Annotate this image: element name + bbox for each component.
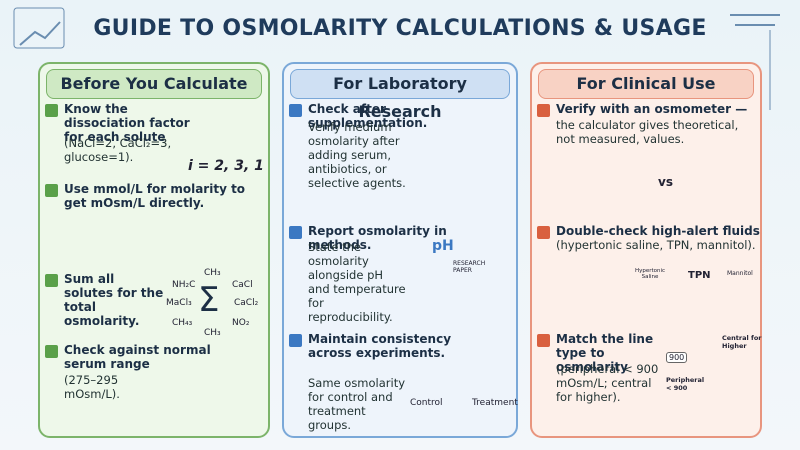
item-title: Double-check high-alert fluids xyxy=(556,224,760,238)
figure-label: i = 2, 3, 1 xyxy=(188,158,264,174)
figure-label: pH xyxy=(432,238,454,254)
figure-label: CH₄₃ xyxy=(172,318,193,328)
figure-label: CaCl₂ xyxy=(234,298,259,308)
figure-label: Hypertonic Saline xyxy=(635,268,666,280)
item-body: Verify medium osmolarity after adding se… xyxy=(308,120,406,190)
figure-label: NO₂ xyxy=(232,318,250,328)
figure-label: CaCl xyxy=(232,280,253,290)
figure-label: 900 xyxy=(666,352,688,363)
title: GUIDE TO OSMOLARITY CALCULATIONS & USAGE xyxy=(93,16,707,41)
figure-label: MaCl₃ xyxy=(166,298,192,308)
panel-heading: Before You Calculate xyxy=(46,69,262,99)
panel-heading: For Clinical Use xyxy=(538,69,754,99)
corner-icons xyxy=(13,7,780,110)
check-icon xyxy=(45,184,58,197)
check-icon xyxy=(537,104,550,117)
item-body: the calculator gives theoretical, not me… xyxy=(556,118,739,146)
check-icon xyxy=(537,226,550,239)
item-body: (275–295 mOsm/L). xyxy=(64,373,120,401)
item-body: (NaCl=2, CaCl₂=3, glucose=1). xyxy=(64,136,172,164)
check-icon xyxy=(45,104,58,117)
item-title: Check against normal serum range xyxy=(64,343,211,371)
item-title: Maintain consistency across experiments. xyxy=(308,332,452,360)
item-title: Verify with an osmometer — xyxy=(556,102,748,116)
panel-heading: For Laboratory Research xyxy=(290,69,510,121)
figure-label: TPN xyxy=(688,270,711,281)
item-title: Sum all solutes for the total osmolarity… xyxy=(64,272,164,328)
figure-label: Peripheral < 900 xyxy=(666,376,705,392)
item-title: Match the line type to osmolarity xyxy=(556,332,654,374)
figure-label: Σ xyxy=(198,280,220,320)
figure-label: Central for Higher xyxy=(722,334,762,350)
figure-label: CH₃ xyxy=(204,328,221,338)
panel: Before You Calculate xyxy=(38,62,270,438)
panel: For Laboratory Research xyxy=(282,62,518,438)
figure-label: Control xyxy=(410,398,443,408)
check-icon xyxy=(45,345,58,358)
item-body: State the osmolarity alongside pH and te… xyxy=(308,240,406,324)
figure-label: RESEARCH PAPER xyxy=(453,260,486,274)
figure-label: CH₃ xyxy=(204,268,221,278)
item-title: Check after supplementation. xyxy=(308,102,428,130)
check-icon xyxy=(537,334,550,347)
panel: For Clinical Use xyxy=(530,62,762,438)
item-title: Use mmol/L for molarity to get mOsm/L di… xyxy=(64,182,246,210)
check-icon xyxy=(289,334,302,347)
item-body: Same osmolarity for control and treatmen… xyxy=(308,376,406,432)
item-body: (hypertonic saline, TPN, mannitol). xyxy=(556,238,756,252)
figure-label: NH₂C xyxy=(172,280,196,290)
figure-label: Treatment xyxy=(472,398,518,408)
check-icon xyxy=(45,274,58,287)
figure-label: vs xyxy=(658,175,673,189)
check-icon xyxy=(289,104,302,117)
check-icon xyxy=(289,226,302,239)
figure-label: Mannitol xyxy=(727,270,753,277)
item-title: Report osmolarity in methods. xyxy=(308,224,447,252)
item-title: Know the dissociation factor for each so… xyxy=(64,102,190,144)
item-body: (peripheral < 900 mOsm/L; central for hi… xyxy=(556,362,659,404)
